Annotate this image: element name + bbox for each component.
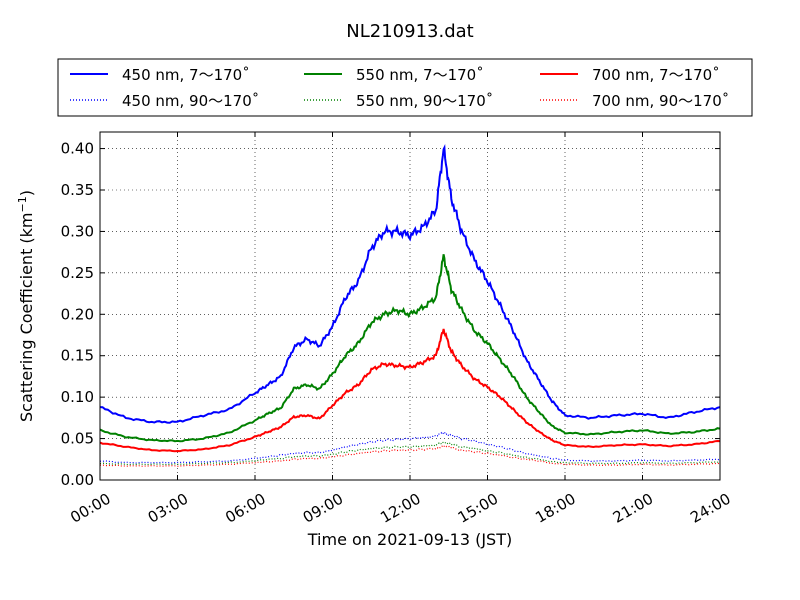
x-tick-label: 18:00: [532, 490, 578, 527]
y-tick-label: 0.35: [61, 181, 94, 199]
y-axis-label-main: Scattering Coefficient (km: [17, 212, 36, 422]
series-line-2: [99, 254, 721, 443]
x-tick-label: 24:00: [687, 490, 733, 527]
series-line-5: [99, 441, 721, 466]
y-axis-label: Scattering Coefficient (km−1): [16, 190, 36, 422]
legend-label: 700 nm, 7～170˚: [592, 66, 720, 84]
y-tick-label: 0.15: [61, 347, 94, 365]
x-tick-label: 21:00: [610, 490, 656, 527]
x-tick-label: 00:00: [67, 490, 113, 527]
y-tick-label: 0.00: [61, 471, 94, 489]
x-tick-label: 06:00: [222, 490, 268, 527]
legend: 450 nm, 7～170˚ 550 nm, 7～170˚ 700 nm, 7～17…: [57, 58, 753, 117]
y-tick-label: 0.05: [61, 430, 94, 448]
y-tick-label: 0.40: [61, 140, 94, 158]
chart-title: NL210913.dat: [346, 21, 473, 42]
legend-label: 450 nm, 7～170˚: [122, 66, 250, 84]
series-line-4: [99, 431, 721, 464]
x-axis-label: Time on 2021-09-13 (JST): [307, 530, 512, 549]
legend-label: 550 nm, 90～170˚: [356, 92, 493, 110]
series-line-1: [99, 143, 721, 424]
legend-label: 700 nm, 90～170˚: [592, 92, 729, 110]
y-tick-label: 0.30: [61, 222, 94, 240]
y-axis-label-close: ): [17, 190, 36, 196]
y-tick-label: 0.20: [61, 305, 94, 323]
x-tick-label: 15:00: [455, 490, 501, 527]
legend-box: [57, 58, 753, 117]
series-line-3: [99, 328, 721, 453]
legend-label: 450 nm, 90～170˚: [122, 92, 259, 110]
legend-label: 550 nm, 7～170˚: [356, 66, 484, 84]
y-axis-label-exponent: −1: [16, 196, 29, 212]
series-line-6: [99, 444, 721, 467]
y-tick-label: 0.10: [61, 388, 94, 406]
y-tick-label: 0.25: [61, 264, 94, 282]
x-tick-label: 09:00: [300, 490, 346, 527]
x-tick-label: 03:00: [145, 490, 191, 527]
plot-area: 00:00 03:00 06:00 09:00 12:00 15:00 18:00 21:00…: [61, 131, 734, 527]
x-tick-label: 12:00: [377, 490, 423, 527]
